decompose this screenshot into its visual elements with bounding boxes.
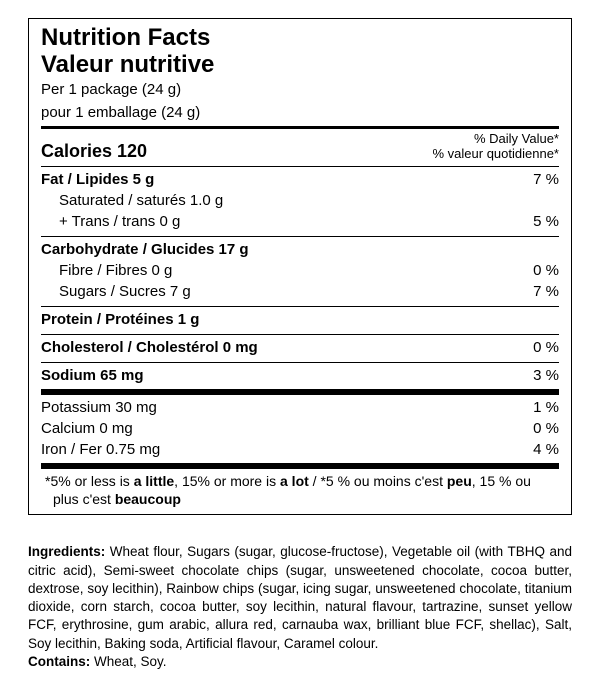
sodium-pct: 3 % — [513, 365, 559, 386]
carb-label: Carbohydrate / Glucides 17 g — [41, 239, 249, 260]
row-fat: Fat / Lipides 5 g 7 % — [41, 169, 559, 190]
fibre-pct: 0 % — [513, 260, 559, 281]
sat-label-1: Saturated / saturés 1.0 g — [59, 190, 223, 211]
chol-label: Cholesterol / Cholestérol 0 mg — [41, 337, 258, 358]
sat-pct: 5 % — [513, 211, 559, 232]
ingredients-body: Wheat flour, Sugars (sugar, glucose-fruc… — [28, 544, 572, 650]
fibre-label: Fibre / Fibres 0 g — [59, 260, 172, 281]
row-sat2: + Trans / trans 0 g 5 % — [41, 211, 559, 232]
dv-en: % Daily Value* — [474, 131, 559, 146]
row-potassium: Potassium 30 mg 1 % — [41, 397, 559, 418]
row-sodium: Sodium 65 mg 3 % — [41, 365, 559, 386]
ingredients-lead: Ingredients: — [28, 544, 105, 559]
potassium-label: Potassium 30 mg — [41, 397, 157, 418]
iron-label: Iron / Fer 0.75 mg — [41, 439, 160, 460]
fn-b4: beaucoup — [115, 491, 181, 507]
nutrition-facts-panel: Nutrition Facts Valeur nutritive Per 1 p… — [28, 18, 572, 515]
fat-pct: 7 % — [513, 169, 559, 190]
ingredients-block: Ingredients: Wheat flour, Sugars (sugar,… — [0, 543, 600, 683]
fat-label: Fat / Lipides 5 g — [41, 169, 154, 190]
calcium-label: Calcium 0 mg — [41, 418, 133, 439]
calcium-pct: 0 % — [513, 418, 559, 439]
footnote: *5% or less is a little, 15% or more is … — [41, 472, 559, 508]
title-fr: Valeur nutritive — [41, 52, 559, 77]
sugars-pct: 7 % — [513, 281, 559, 302]
rule — [41, 126, 559, 129]
row-chol: Cholesterol / Cholestérol 0 mg 0 % — [41, 337, 559, 358]
fn-b2: a lot — [280, 473, 309, 489]
serving-fr: pour 1 emballage (24 g) — [41, 104, 559, 123]
row-sat1: Saturated / saturés 1.0 g — [41, 190, 559, 211]
contains-body: Wheat, Soy. — [90, 654, 166, 669]
sodium-label: Sodium 65 mg — [41, 365, 144, 386]
fn-p2: , 15% or more is — [174, 473, 280, 489]
calories: Calories 120 — [41, 141, 147, 162]
row-protein: Protein / Protéines 1 g — [41, 309, 559, 330]
row-fibre: Fibre / Fibres 0 g 0 % — [41, 260, 559, 281]
fn-p3: / *5 % ou moins c'est — [309, 473, 447, 489]
fn-b3: peu — [447, 473, 472, 489]
row-carb: Carbohydrate / Glucides 17 g — [41, 239, 559, 260]
row-sugars: Sugars / Sucres 7 g 7 % — [41, 281, 559, 302]
row-calcium: Calcium 0 mg 0 % — [41, 418, 559, 439]
potassium-pct: 1 % — [513, 397, 559, 418]
serving-en: Per 1 package (24 g) — [41, 81, 559, 100]
chol-pct: 0 % — [513, 337, 559, 358]
title-en: Nutrition Facts — [41, 25, 559, 50]
fn-p1: *5% or less is — [45, 473, 134, 489]
contains-lead: Contains: — [28, 654, 90, 669]
daily-value-header: % Daily Value* % valeur quotidienne* — [433, 131, 559, 162]
sugars-label: Sugars / Sucres 7 g — [59, 281, 191, 302]
fn-b1: a little — [134, 473, 174, 489]
row-iron: Iron / Fer 0.75 mg 4 % — [41, 439, 559, 460]
sat-label-2: + Trans / trans 0 g — [59, 211, 180, 232]
protein-label: Protein / Protéines 1 g — [41, 309, 199, 330]
dv-fr: % valeur quotidienne* — [433, 146, 559, 161]
iron-pct: 4 % — [513, 439, 559, 460]
